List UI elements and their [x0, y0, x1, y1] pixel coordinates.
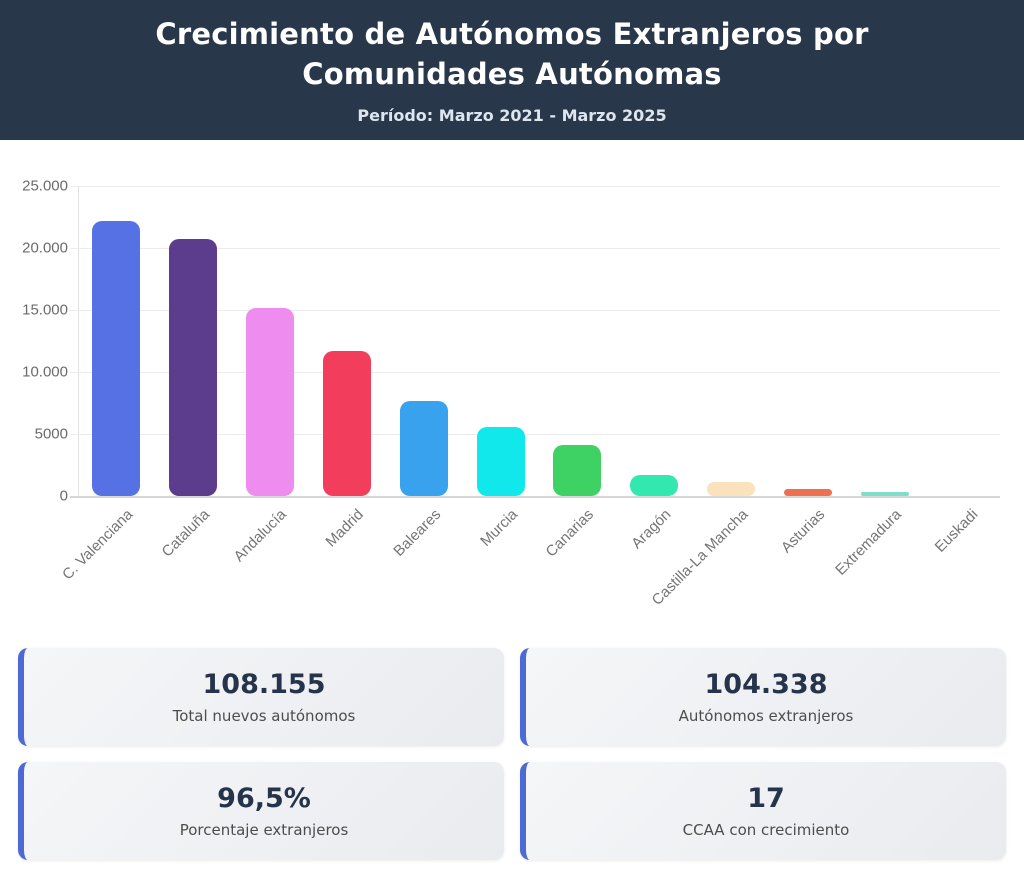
bar-andalucia[interactable] — [246, 308, 295, 496]
bar-c-valenciana[interactable] — [92, 221, 141, 496]
gridline — [70, 372, 1000, 373]
y-tick-label: 25.000 — [22, 177, 68, 195]
stat-value: 104.338 — [704, 669, 828, 700]
x-label-text: Madrid — [322, 506, 367, 551]
x-label-text: Canarias — [542, 506, 598, 561]
x-label-text: Euskadi — [931, 506, 982, 556]
x-label-text: Cataluña — [158, 506, 214, 561]
bar-canarias[interactable] — [553, 445, 602, 496]
bar-asturias[interactable] — [783, 489, 832, 496]
bar-madrid[interactable] — [322, 351, 371, 496]
bar-aragon[interactable] — [630, 475, 679, 496]
page-title: Crecimiento de Autónomos Extranjeros por… — [155, 17, 869, 91]
x-label-text: Aragón — [628, 506, 675, 553]
stat-card-ccaa-crecimiento: 17 CCAA con crecimiento — [520, 762, 1006, 860]
bar-extremadura[interactable] — [860, 492, 909, 496]
stat-value: 17 — [747, 783, 785, 814]
y-axis-line — [78, 186, 79, 497]
bar-castilla-la-mancha[interactable] — [707, 482, 756, 496]
stat-card-total-autonomos: 108.155 Total nuevos autónomos — [18, 648, 504, 746]
chart-plot-area: 0 5000 10.000 15.000 20.000 25.000 C. Valencia… — [22, 178, 1000, 609]
bar-murcia[interactable] — [476, 427, 525, 496]
clipped-footer-remnant — [110, 876, 530, 881]
stat-value: 96,5% — [217, 783, 311, 814]
x-axis-baseline — [70, 496, 1000, 498]
y-tick-label: 5000 — [34, 425, 68, 443]
bar-chart: 0 5000 10.000 15.000 20.000 25.000 C. Valencia… — [0, 140, 1024, 640]
gridline — [70, 248, 1000, 249]
gridline — [70, 186, 1000, 187]
stat-label: Autónomos extranjeros — [678, 707, 854, 725]
x-label-text: Andalucía — [230, 506, 291, 566]
gridline — [70, 434, 1000, 435]
page-header: Crecimiento de Autónomos Extranjeros por… — [0, 0, 1024, 140]
page-subtitle: Período: Marzo 2021 - Marzo 2025 — [357, 105, 667, 125]
y-tick-label: 0 — [59, 487, 68, 505]
x-label-text: Asturias — [777, 506, 828, 557]
x-label-text: Baleares — [389, 506, 444, 560]
y-tick-label: 20.000 — [22, 239, 68, 257]
x-label-text: Murcia — [476, 506, 521, 550]
stat-value: 108.155 — [202, 669, 326, 700]
stats-grid: 108.155 Total nuevos autónomos 104.338 A… — [0, 640, 1024, 860]
x-label-text: C. Valenciana — [59, 506, 137, 584]
bar-cataluna[interactable] — [169, 239, 218, 496]
stat-label: Total nuevos autónomos — [172, 707, 356, 725]
y-tick-label: 15.000 — [22, 301, 68, 319]
stat-card-autonomos-extranjeros: 104.338 Autónomos extranjeros — [520, 648, 1006, 746]
y-tick-label: 10.000 — [22, 363, 68, 381]
x-label-text: Extremadura — [832, 506, 905, 579]
stat-label: Porcentaje extranjeros — [179, 821, 349, 839]
bar-baleares[interactable] — [399, 401, 448, 496]
stat-label: CCAA con crecimiento — [682, 821, 850, 839]
stat-card-porcentaje-extranjeros: 96,5% Porcentaje extranjeros — [18, 762, 504, 860]
gridline — [70, 310, 1000, 311]
